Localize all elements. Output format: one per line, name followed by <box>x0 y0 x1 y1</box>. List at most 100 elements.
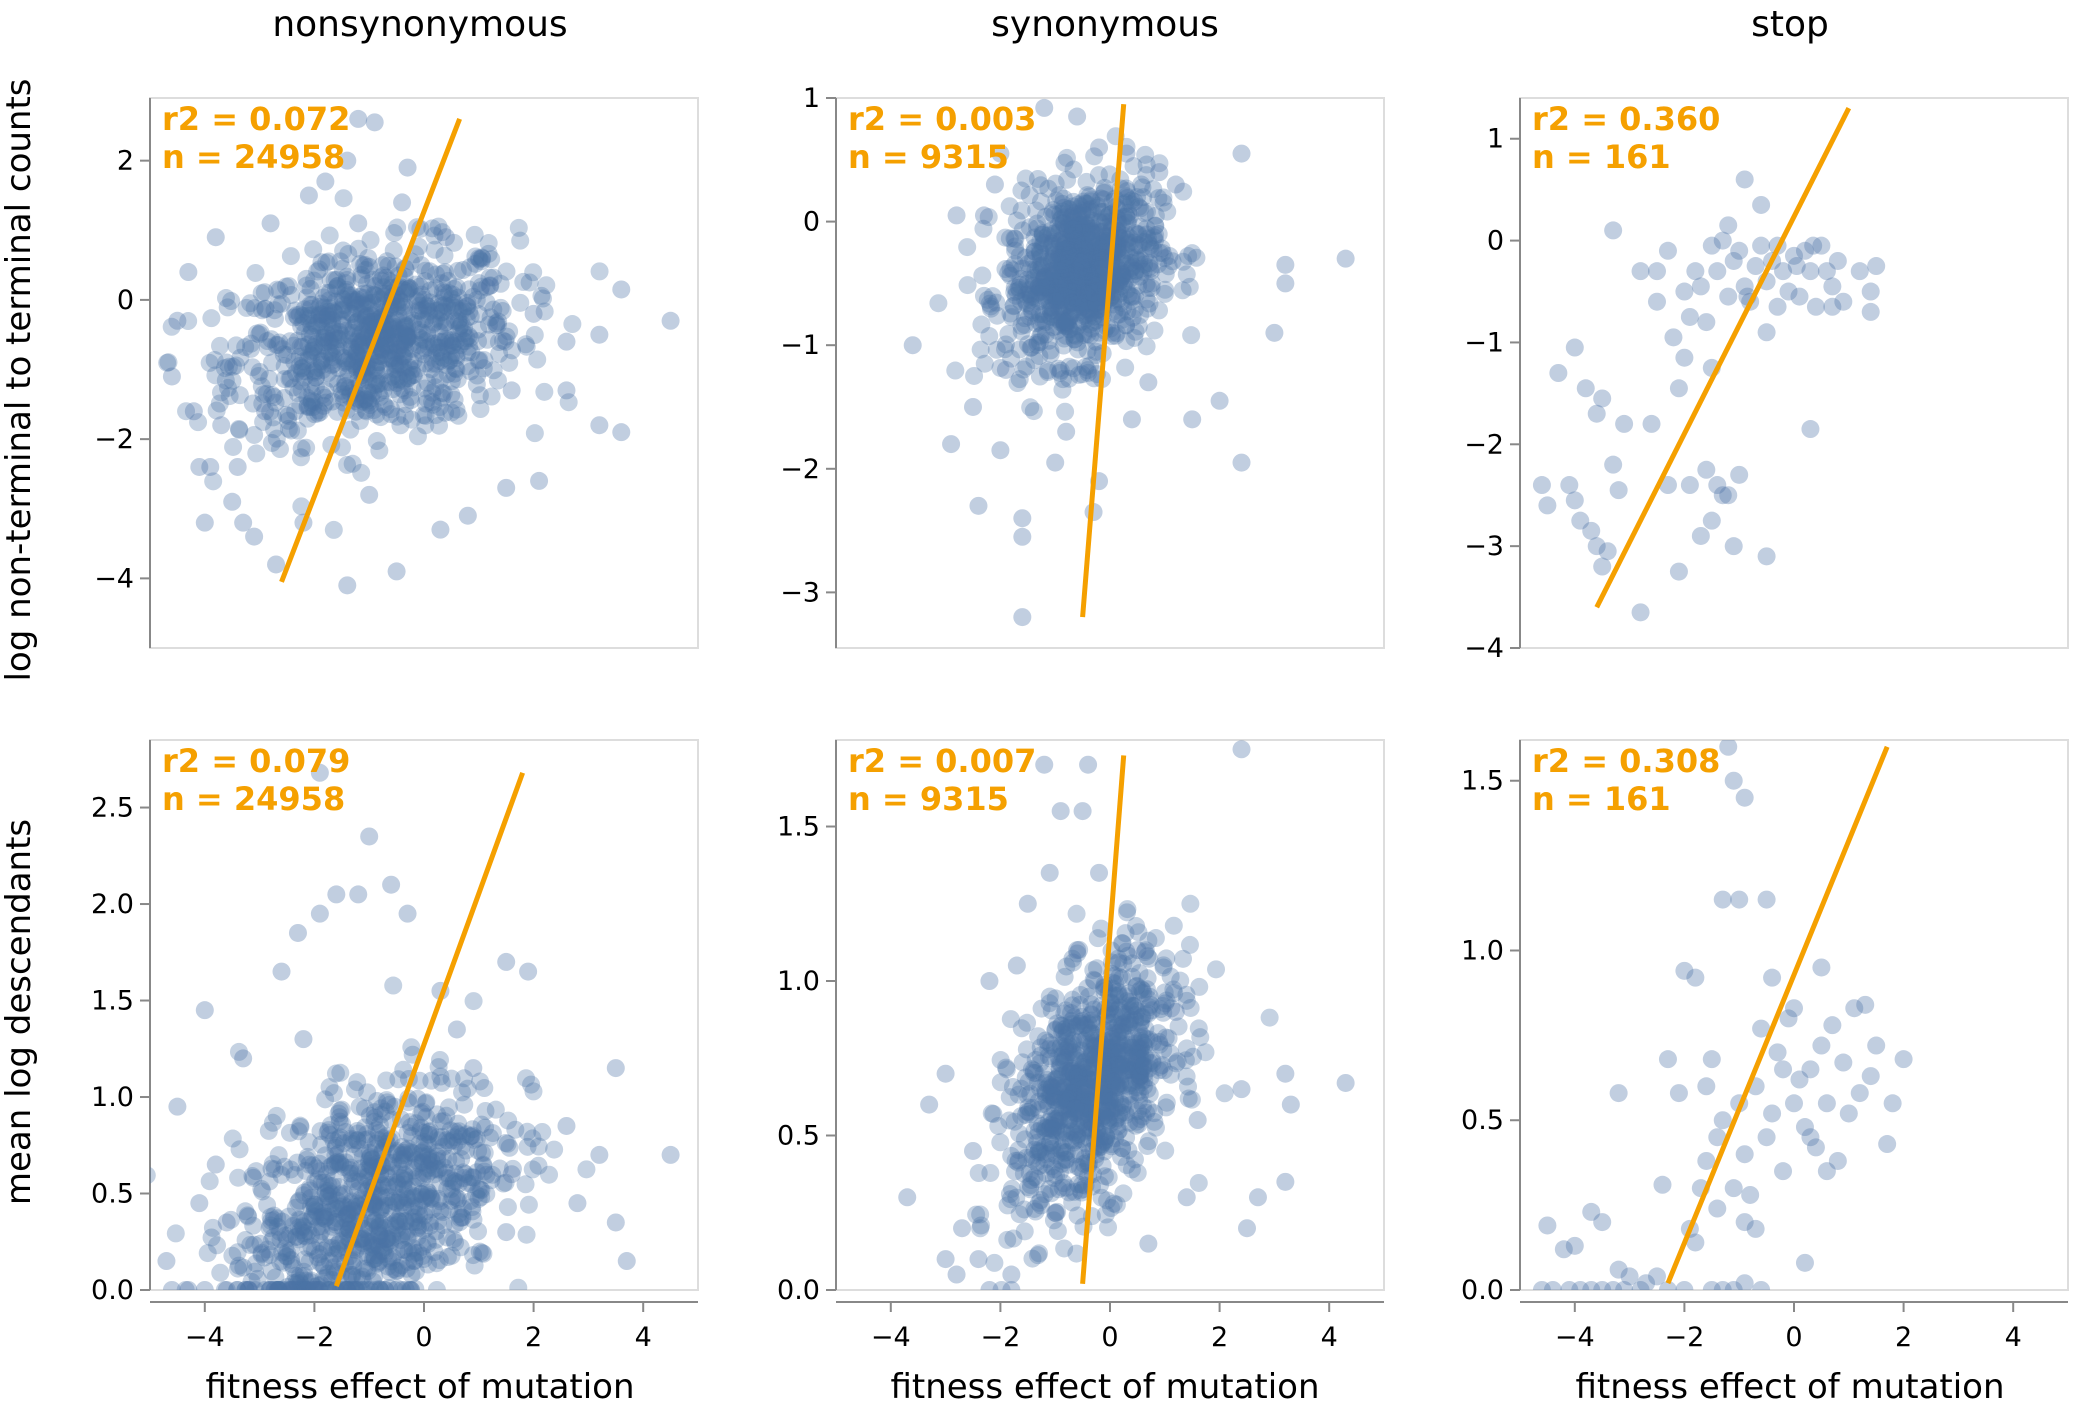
scatter-point <box>1066 1047 1085 1066</box>
scatter-point <box>985 1253 1004 1272</box>
scatter-point <box>355 1130 374 1149</box>
scatter-point <box>416 354 435 373</box>
scatter-point <box>1184 1047 1203 1066</box>
scatter-point <box>1093 249 1112 268</box>
scatter-point <box>304 1281 323 1290</box>
scatter-point <box>375 1245 394 1264</box>
scatter-point <box>410 1134 429 1153</box>
scatter-point <box>409 301 428 320</box>
scatter-point <box>284 1216 303 1235</box>
scatter-point <box>1066 283 1085 302</box>
scatter-point <box>406 1279 425 1290</box>
scatter-point <box>417 1108 436 1127</box>
scatter-point <box>1119 1141 1138 1160</box>
scatter-point <box>1053 255 1072 274</box>
scatter-point <box>1023 1099 1042 1118</box>
x-tick-label: −4 <box>185 1322 225 1353</box>
scatter-point <box>446 1122 465 1141</box>
scatter-point <box>1779 282 1798 301</box>
scatter-point <box>1056 207 1075 226</box>
scatter-point <box>317 307 336 326</box>
scatter-point <box>453 302 472 321</box>
scatter-point <box>1075 1077 1094 1096</box>
scatter-point <box>1210 391 1229 410</box>
scatter-point <box>1118 992 1137 1011</box>
scatter-point <box>379 1257 398 1276</box>
scatter-point <box>1030 283 1049 302</box>
scatter-point <box>1018 1102 1037 1121</box>
scatter-point <box>310 306 329 325</box>
scatter-point <box>356 308 375 327</box>
scatter-point <box>338 1281 357 1290</box>
scatter-point <box>342 340 361 359</box>
scatter-point <box>357 306 376 325</box>
scatter-point <box>405 1251 424 1270</box>
scatter-point <box>1059 1036 1078 1055</box>
scatter-point <box>387 562 406 581</box>
scatter-point <box>997 1060 1016 1079</box>
scatter-point <box>415 1133 434 1152</box>
scatter-point <box>331 300 350 319</box>
scatter-point <box>661 1145 680 1164</box>
scatter-point <box>395 345 414 364</box>
scatter-point <box>1040 1076 1059 1095</box>
scatter-point <box>1187 248 1206 267</box>
scatter-point <box>323 1217 342 1236</box>
scatter-point <box>1110 998 1129 1017</box>
scatter-point <box>1035 755 1054 774</box>
scatter-point <box>1156 265 1175 284</box>
scatter-point <box>1037 1119 1056 1138</box>
scatter-point <box>1046 223 1065 242</box>
scatter-point <box>440 284 459 303</box>
scatter-point <box>1040 987 1059 1006</box>
scatter-point <box>431 371 450 390</box>
scatter-point <box>969 496 988 515</box>
scatter-point <box>1116 1105 1135 1124</box>
scatter-point <box>1065 1182 1084 1201</box>
scatter-point <box>1072 285 1091 304</box>
scatter-point <box>334 1196 353 1215</box>
scatter-point <box>465 1130 484 1149</box>
scatter-point <box>1066 230 1085 249</box>
scatter-point <box>1128 225 1147 244</box>
scatter-point <box>1069 231 1088 250</box>
scatter-point <box>413 1147 432 1166</box>
scatter-point <box>1033 225 1052 244</box>
scatter-point <box>303 384 322 403</box>
scatter-point <box>516 335 535 354</box>
scatter-point <box>356 310 375 329</box>
scatter-point <box>486 1100 505 1119</box>
scatter-point <box>1042 308 1061 327</box>
scatter-point <box>263 1113 282 1132</box>
scatter-point <box>381 1263 400 1282</box>
scatter-point <box>414 1250 433 1269</box>
scatter-point <box>1089 296 1108 315</box>
scatter-point <box>1785 246 1803 265</box>
scatter-point <box>287 306 306 325</box>
scatter-point <box>356 1168 375 1187</box>
scatter-point <box>1125 238 1144 257</box>
scatter-point <box>326 1146 345 1165</box>
scatter-point <box>1084 308 1103 327</box>
scatter-point <box>1113 1097 1132 1116</box>
scatter-point <box>236 338 255 357</box>
scatter-point <box>1023 1150 1042 1169</box>
scatter-point <box>1043 204 1062 223</box>
scatter-point <box>438 1169 457 1188</box>
scatter-point <box>1079 1092 1098 1111</box>
scatter-point <box>261 402 280 421</box>
scatter-point <box>1686 968 1705 987</box>
scatter-point <box>1082 1011 1101 1030</box>
scatter-point <box>477 293 496 312</box>
scatter-point <box>1053 299 1072 318</box>
scatter-point <box>388 297 407 316</box>
scatter-point <box>1059 266 1078 285</box>
scatter-point <box>1024 402 1043 421</box>
scatter-point <box>447 278 466 297</box>
scatter-point <box>330 1108 349 1127</box>
scatter-point <box>1074 297 1093 316</box>
scatter-point <box>371 408 390 427</box>
scatter-point <box>1064 204 1083 223</box>
scatter-point <box>389 306 408 325</box>
scatter-point <box>418 1232 437 1251</box>
